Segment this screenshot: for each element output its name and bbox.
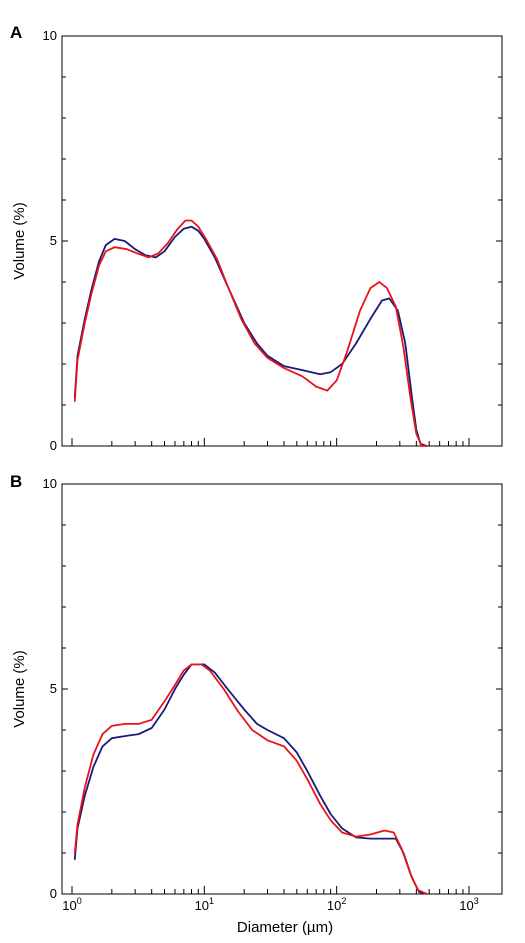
panel-b-x-ticks <box>71 886 470 894</box>
x-tick-label: 100 <box>62 896 81 913</box>
y-tick-label: 0 <box>50 438 57 453</box>
panel-b-y-axis-title: Volume (%) <box>11 650 28 728</box>
y-tick-label: 10 <box>43 28 57 43</box>
x-tick-label: 101 <box>195 896 214 913</box>
panel-b-letter: B <box>10 472 22 491</box>
panel-b-frame <box>61 483 503 895</box>
panel-b-y-ticks: 0 5 10 <box>43 476 502 901</box>
y-tick-label: 5 <box>50 233 57 248</box>
panel-a: A Volume (%) 0 5 10 <box>10 23 503 453</box>
panel-a-x-ticks <box>71 438 470 446</box>
y-tick-label: 5 <box>50 681 57 696</box>
panel-a-y-axis-title: Volume (%) <box>11 202 28 280</box>
panel-a-series <box>73 219 428 447</box>
series-line-2 <box>73 663 428 895</box>
x-tick-label: 103 <box>459 896 478 913</box>
x-tick-label: 102 <box>327 896 346 913</box>
panel-b: B Volume (%) 0 5 10 100 101 102 103 Diameter … <box>10 472 503 936</box>
panel-a-frame <box>61 35 503 447</box>
y-tick-label: 0 <box>50 886 57 901</box>
panel-a-letter: A <box>10 23 22 42</box>
panel-b-x-axis-title: Diameter (µm) <box>237 919 333 936</box>
panel-b-x-tick-labels: 100 101 102 103 <box>62 896 478 913</box>
series-line-2 <box>73 219 428 447</box>
panel-b-series <box>73 663 428 895</box>
panel-a-y-ticks: 0 5 10 <box>43 28 502 453</box>
series-line-1 <box>73 663 428 895</box>
y-tick-label: 10 <box>43 476 57 491</box>
